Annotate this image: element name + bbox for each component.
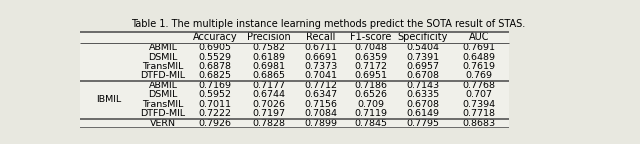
Text: IBMIL: IBMIL [96,95,121,104]
Text: 0.7156: 0.7156 [304,100,337,109]
Text: 0.7795: 0.7795 [406,119,440,128]
Text: 0.769: 0.769 [466,71,493,80]
Text: TransMIL: TransMIL [142,62,184,71]
Text: 0.6905: 0.6905 [198,43,232,52]
Text: DTFD-MIL: DTFD-MIL [141,109,186,118]
Text: 0.7177: 0.7177 [252,81,285,90]
Text: 0.7712: 0.7712 [304,81,337,90]
Text: Table 1. The multiple instance learning methods predict the SOTA result of STAS.: Table 1. The multiple instance learning … [131,19,525,30]
Text: 0.6347: 0.6347 [304,90,337,100]
Text: 0.7391: 0.7391 [406,53,440,61]
Text: 0.6335: 0.6335 [406,90,440,100]
Text: TransMIL: TransMIL [142,100,184,109]
Text: DSMIL: DSMIL [148,53,178,61]
Text: 0.7041: 0.7041 [304,71,337,80]
Text: 0.5952: 0.5952 [198,90,232,100]
Text: 0.7048: 0.7048 [355,43,387,52]
Text: DTFD-MIL: DTFD-MIL [141,71,186,80]
Text: AUC: AUC [469,32,490,42]
Text: 0.7691: 0.7691 [463,43,496,52]
Text: 0.5404: 0.5404 [406,43,440,52]
Text: 0.6711: 0.6711 [304,43,337,52]
Text: 0.7619: 0.7619 [463,62,496,71]
Text: 0.6708: 0.6708 [406,100,440,109]
Text: 0.7143: 0.7143 [406,81,440,90]
Text: 0.7169: 0.7169 [198,81,232,90]
Text: 0.7026: 0.7026 [252,100,285,109]
Text: 0.6489: 0.6489 [463,53,496,61]
Text: 0.7373: 0.7373 [304,62,337,71]
Bar [80,32,509,128]
Text: 0.7172: 0.7172 [355,62,387,71]
Text: 0.7899: 0.7899 [304,119,337,128]
Text: Specificity: Specificity [398,32,448,42]
Text: 0.6708: 0.6708 [406,71,440,80]
Text: 0.6878: 0.6878 [198,62,232,71]
Text: F1-score: F1-score [350,32,392,42]
Text: 0.6865: 0.6865 [252,71,285,80]
Text: DSMIL: DSMIL [148,90,178,100]
Text: 0.7394: 0.7394 [463,100,496,109]
Text: ABMIL: ABMIL [148,43,177,52]
Text: 0.6691: 0.6691 [304,53,337,61]
Text: 0.7582: 0.7582 [252,43,285,52]
Text: 0.709: 0.709 [357,100,385,109]
Text: 0.8683: 0.8683 [463,119,496,128]
Text: 0.7845: 0.7845 [355,119,387,128]
Text: ABMIL: ABMIL [148,81,177,90]
Text: 0.7084: 0.7084 [304,109,337,118]
Text: 0.6981: 0.6981 [252,62,285,71]
Text: 0.6825: 0.6825 [198,71,232,80]
Text: 0.6951: 0.6951 [355,71,387,80]
Text: 0.7186: 0.7186 [355,81,387,90]
Text: 0.7119: 0.7119 [355,109,387,118]
Text: 0.7926: 0.7926 [198,119,232,128]
Text: 0.5529: 0.5529 [198,53,232,61]
Text: 0.6189: 0.6189 [252,53,285,61]
Text: 0.7718: 0.7718 [463,109,496,118]
Text: 0.7828: 0.7828 [252,119,285,128]
Text: Recall: Recall [306,32,335,42]
Text: 0.6744: 0.6744 [252,90,285,100]
Text: 0.7768: 0.7768 [463,81,496,90]
Text: 0.707: 0.707 [466,90,493,100]
Text: 0.6359: 0.6359 [355,53,387,61]
Text: 0.7011: 0.7011 [198,100,232,109]
Text: Accuracy: Accuracy [193,32,237,42]
Text: VERN: VERN [150,119,176,128]
Text: 0.7222: 0.7222 [198,109,232,118]
Text: 0.6957: 0.6957 [406,62,440,71]
Text: Precision: Precision [246,32,291,42]
Text: 0.6149: 0.6149 [406,109,440,118]
Text: 0.7197: 0.7197 [252,109,285,118]
Text: 0.6526: 0.6526 [355,90,387,100]
